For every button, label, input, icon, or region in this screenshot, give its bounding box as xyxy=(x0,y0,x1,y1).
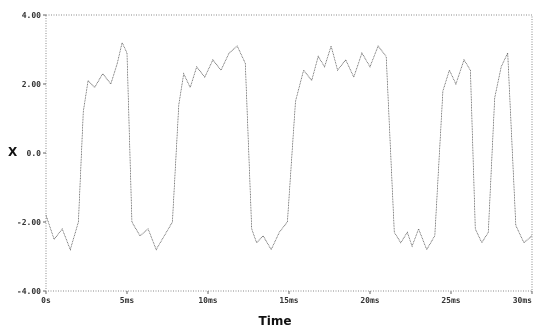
y-tick-label: -2.00 xyxy=(17,218,41,227)
x-axis-ticks: 0s 5ms 10ms 15ms 20ms 25ms 30ms xyxy=(41,291,533,305)
x-tick-label: 5ms xyxy=(120,296,135,305)
plot-frame xyxy=(45,14,533,292)
x-tick-label: 20ms xyxy=(360,296,379,305)
y-axis-label: X xyxy=(8,145,18,159)
x-tick-label: 30ms xyxy=(513,296,532,305)
x-tick-label: 25ms xyxy=(441,296,460,305)
x-axis-label: Time xyxy=(259,314,292,328)
series-line xyxy=(45,41,533,251)
y-tick-label: 2.00 xyxy=(22,80,41,89)
y-tick-label: 4.00 xyxy=(22,11,41,20)
y-tick-label: 0.0 xyxy=(27,149,42,158)
y-tick-label: -4.00 xyxy=(17,287,41,296)
x-tick-label: 0s xyxy=(41,296,51,305)
x-tick-label: 15ms xyxy=(279,296,298,305)
x-tick-label: 10ms xyxy=(198,296,217,305)
series-group xyxy=(45,41,533,251)
y-axis-ticks: 4.00 2.00 0.0 -2.00 -4.00 xyxy=(17,11,46,296)
